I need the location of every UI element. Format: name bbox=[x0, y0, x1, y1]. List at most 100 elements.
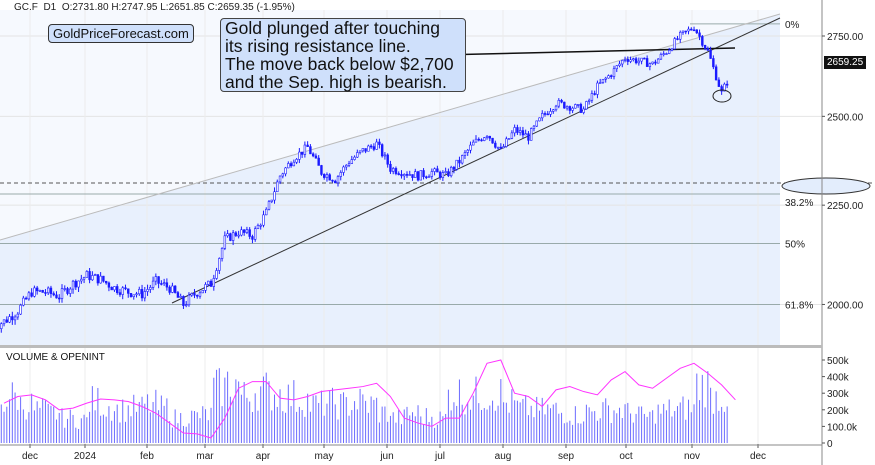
candle-body bbox=[640, 57, 643, 62]
volume-tick-label: 200k bbox=[827, 406, 850, 417]
candle-body bbox=[400, 174, 403, 177]
candle-body bbox=[251, 236, 254, 240]
candle-body bbox=[576, 104, 580, 106]
candle-body bbox=[654, 61, 657, 64]
candle-body bbox=[171, 285, 174, 293]
candle-body bbox=[369, 145, 373, 148]
candle-body bbox=[278, 175, 282, 183]
candle-body bbox=[367, 145, 370, 152]
candle-body bbox=[643, 57, 646, 60]
candle-body bbox=[463, 152, 467, 156]
candle-body bbox=[480, 139, 483, 142]
candle-body bbox=[256, 225, 260, 229]
candle-body bbox=[502, 146, 505, 149]
volume-tick-label: 0 bbox=[827, 439, 833, 450]
candle-body bbox=[725, 83, 729, 86]
candle-body bbox=[720, 86, 723, 92]
candle-body bbox=[380, 144, 384, 157]
candle-body bbox=[662, 53, 665, 55]
candle-body bbox=[231, 232, 235, 241]
timeframe: D1 bbox=[43, 2, 57, 13]
candle-body bbox=[124, 287, 127, 290]
candle-body bbox=[262, 214, 265, 226]
candle-body bbox=[560, 100, 563, 103]
x-tick-label: apr bbox=[256, 451, 271, 462]
candle-body bbox=[317, 157, 320, 166]
candle-body bbox=[22, 297, 25, 306]
candle-body bbox=[709, 49, 712, 59]
candle-body bbox=[138, 289, 141, 295]
candle-body bbox=[598, 82, 602, 84]
candle-body bbox=[447, 171, 450, 177]
candle-body bbox=[44, 292, 47, 294]
candle-body bbox=[403, 174, 406, 177]
candle-body bbox=[667, 49, 671, 54]
candle-body bbox=[621, 60, 624, 65]
candle-body bbox=[361, 148, 365, 152]
candle-body bbox=[345, 164, 348, 168]
open-value: O:2731.80 bbox=[61, 2, 109, 13]
candle-body bbox=[116, 286, 119, 293]
candle-body bbox=[430, 171, 434, 177]
candle-body bbox=[546, 113, 549, 116]
candle-body bbox=[712, 58, 715, 68]
candle-body bbox=[8, 316, 11, 323]
candle-body bbox=[543, 113, 547, 115]
candle-body bbox=[438, 171, 442, 178]
fib-label: 0% bbox=[785, 20, 800, 31]
candle-body bbox=[229, 233, 232, 241]
candle-body bbox=[0, 323, 3, 329]
candle-body bbox=[273, 191, 276, 201]
candle-body bbox=[491, 137, 494, 144]
candle-body bbox=[212, 278, 215, 287]
x-tick-label: dec bbox=[22, 451, 38, 462]
candle-body bbox=[331, 179, 334, 182]
candle-body bbox=[276, 181, 279, 193]
candle-body bbox=[629, 59, 632, 62]
candle-body bbox=[309, 146, 312, 155]
change-value: (-1.95%) bbox=[256, 2, 295, 13]
candle-body bbox=[532, 125, 536, 129]
callout-line: its rising resistance line. bbox=[225, 36, 411, 56]
open-interest-line bbox=[3, 359, 736, 439]
candle-body bbox=[58, 297, 61, 300]
candle-body bbox=[552, 109, 555, 112]
candle-body bbox=[596, 82, 599, 95]
candle-body bbox=[494, 142, 497, 148]
candle-body bbox=[347, 163, 351, 166]
candle-body bbox=[571, 107, 574, 111]
candle-body bbox=[659, 54, 663, 60]
fib-label: 61.8% bbox=[785, 300, 813, 311]
price-tick-label: 2500.00 bbox=[827, 112, 864, 123]
candle-body bbox=[673, 38, 676, 50]
candle-body bbox=[499, 146, 503, 149]
resistance-line bbox=[439, 47, 736, 56]
candle-body bbox=[270, 199, 273, 202]
candle-body bbox=[695, 29, 699, 34]
candle-body bbox=[634, 58, 638, 64]
candle-body bbox=[135, 293, 138, 296]
candle-body bbox=[96, 274, 100, 284]
candle-body bbox=[104, 280, 108, 284]
candle-body bbox=[179, 295, 182, 298]
candle-body bbox=[574, 104, 577, 109]
candle-body bbox=[513, 127, 516, 134]
ohlc-header: GC.F D1 O:2731.80 H:2747.95 L:2651.85 C:… bbox=[14, 2, 295, 13]
candle-body bbox=[425, 176, 428, 179]
candle-body bbox=[378, 141, 381, 145]
candle-body bbox=[665, 53, 668, 55]
candle-body bbox=[300, 151, 304, 155]
candle-body bbox=[679, 31, 682, 40]
candle-body bbox=[687, 28, 690, 32]
candle-body bbox=[33, 287, 36, 297]
candle-body bbox=[85, 271, 89, 278]
candle-body bbox=[80, 278, 83, 282]
candle-body bbox=[91, 275, 94, 281]
candle-body bbox=[311, 153, 315, 157]
candle-body bbox=[176, 292, 180, 298]
candle-body bbox=[350, 159, 353, 164]
candle-body bbox=[717, 79, 721, 87]
candle-body bbox=[336, 176, 340, 184]
x-tick-label: nov bbox=[684, 451, 700, 462]
candle-body bbox=[391, 168, 395, 172]
